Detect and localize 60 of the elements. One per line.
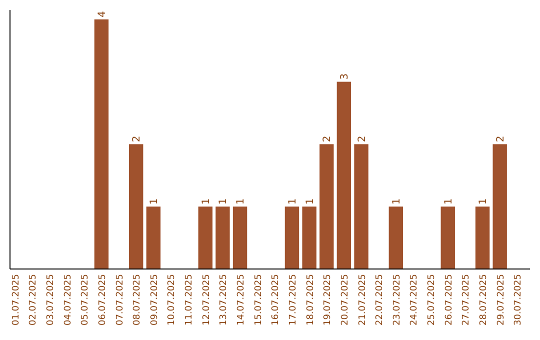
x-tick-label: 30.07.2025 [514, 274, 524, 326]
bar [198, 206, 212, 269]
x-tick-label: 06.07.2025 [98, 274, 108, 326]
x-tick-label: 03.07.2025 [46, 274, 56, 326]
x-tick-label: 02.07.2025 [28, 274, 39, 326]
data-label: 1 [391, 198, 402, 205]
x-tick-label: 08.07.2025 [132, 274, 143, 326]
x-tick-label: 04.07.2025 [63, 274, 74, 326]
data-label: 2 [495, 136, 506, 142]
bar [354, 144, 368, 269]
x-tick-label: 15.07.2025 [254, 274, 264, 326]
data-label: 1 [443, 198, 454, 205]
data-label: 2 [356, 136, 368, 142]
bar [302, 206, 316, 269]
data-label: 3 [339, 73, 350, 80]
x-tick-label: 19.07.2025 [323, 274, 334, 326]
x-tick-label: 05.07.2025 [80, 274, 91, 326]
bar [128, 144, 144, 269]
x-tick-label: 18.07.2025 [306, 274, 316, 326]
x-tick-label: 21.07.2025 [358, 274, 368, 326]
bar [440, 206, 455, 269]
data-label: 4 [96, 10, 108, 18]
x-tick-label: 17.07.2025 [288, 274, 298, 326]
x-tick-label: 22.07.2025 [375, 274, 386, 326]
data-label: 1 [304, 198, 316, 205]
bar [94, 19, 109, 269]
bar [388, 206, 404, 269]
bar [232, 206, 248, 269]
data-label: 1 [478, 198, 490, 205]
x-tick-label: 14.07.2025 [236, 274, 247, 326]
x-tick-label: 25.07.2025 [427, 274, 438, 326]
x-tick-label: 11.07.2025 [184, 274, 195, 326]
bar [475, 206, 490, 269]
x-tick-label: 20.07.2025 [340, 274, 350, 326]
bar [336, 82, 352, 269]
data-label: 2 [132, 136, 143, 142]
x-tick-label: 27.07.2025 [462, 274, 472, 326]
data-label: 1 [218, 198, 230, 205]
bar [216, 206, 230, 269]
bar [320, 144, 334, 269]
x-tick-label: 12.07.2025 [202, 274, 212, 326]
data-label: 1 [236, 198, 247, 205]
x-tick-label: 29.07.2025 [496, 274, 506, 326]
x-tick-label: 28.07.2025 [479, 274, 490, 326]
x-tick-label: 23.07.2025 [392, 274, 402, 326]
x-tick-label: 07.07.2025 [115, 274, 126, 326]
bar [284, 206, 300, 269]
x-tick-label: 01.07.2025 [11, 274, 22, 326]
data-label: 1 [200, 198, 212, 205]
x-tick-label: 16.07.2025 [271, 274, 282, 326]
bar [492, 144, 507, 269]
data-label: 2 [322, 136, 334, 142]
bar [146, 206, 161, 269]
x-tick-label: 09.07.2025 [150, 274, 160, 326]
data-label: 1 [287, 198, 298, 205]
data-label: 1 [148, 198, 160, 205]
x-tick-label: 10.07.2025 [167, 274, 178, 326]
x-tick-label: 24.07.2025 [410, 274, 420, 326]
x-tick-label: 26.07.2025 [444, 274, 454, 326]
x-tick-label: 13.07.2025 [219, 274, 230, 326]
